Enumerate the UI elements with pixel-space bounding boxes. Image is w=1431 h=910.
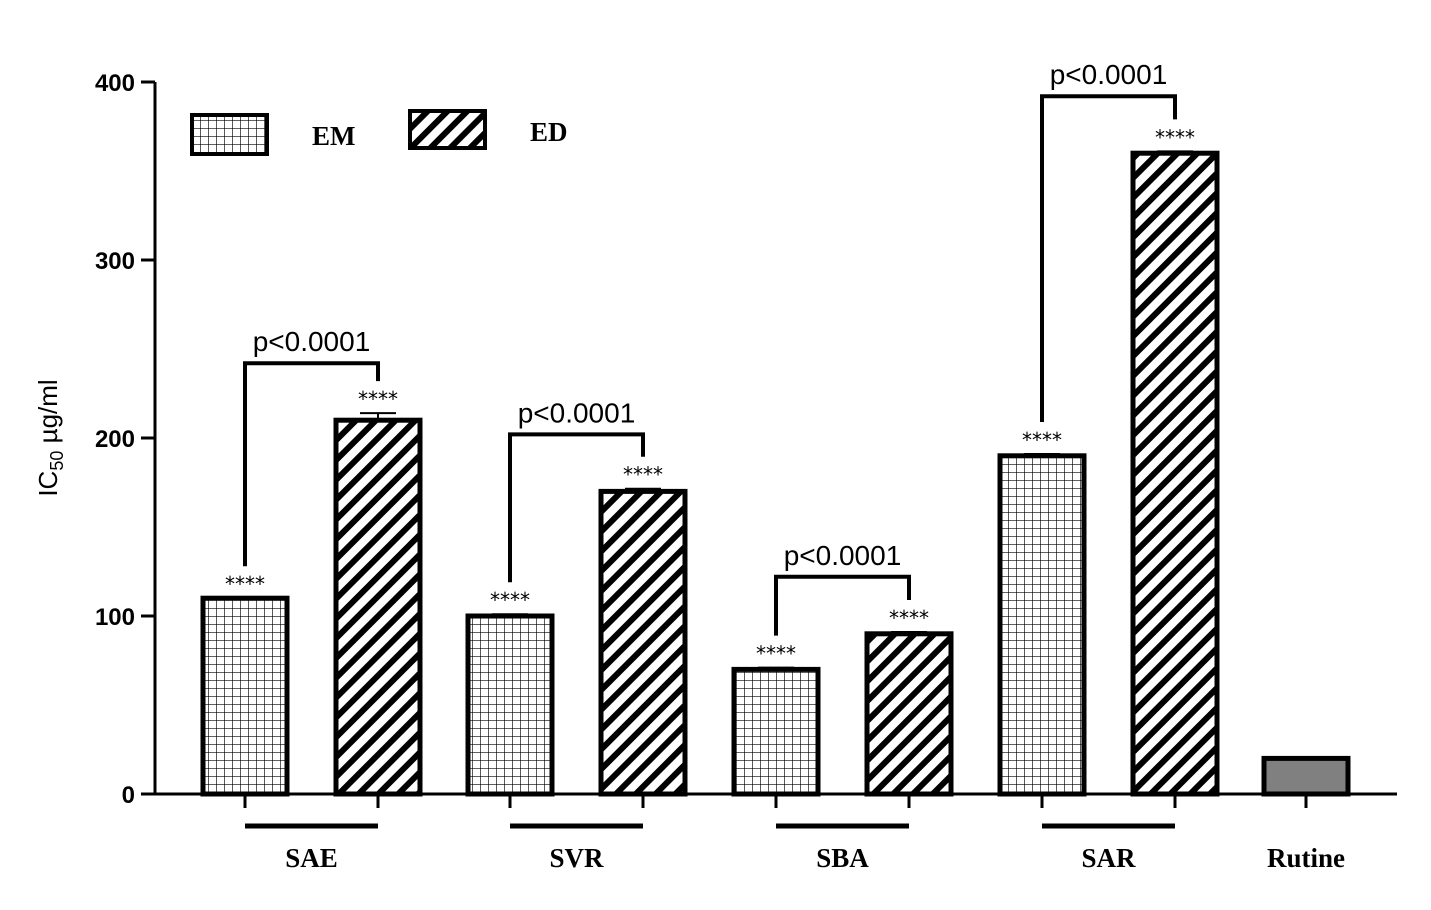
significance-stars: **** bbox=[225, 572, 265, 596]
legend-label-em: EM bbox=[312, 121, 356, 151]
y-tick-label: 200 bbox=[95, 426, 135, 453]
y-tick-label: 300 bbox=[95, 248, 135, 275]
significance-stars: **** bbox=[358, 387, 398, 411]
bar-sar-em bbox=[997, 453, 1087, 797]
legend: EM ED bbox=[190, 109, 568, 156]
group-label-sae: SAE bbox=[285, 843, 338, 873]
significance-stars: **** bbox=[623, 463, 663, 487]
significance-stars: **** bbox=[756, 642, 796, 666]
significance-stars: **** bbox=[490, 588, 530, 612]
legend-label-ed: ED bbox=[530, 117, 568, 147]
bar-svr-ed bbox=[598, 488, 688, 797]
significance-stars: **** bbox=[1155, 125, 1195, 149]
p-value-label: p<0.0001 bbox=[253, 326, 371, 357]
significance-bracket bbox=[508, 432, 645, 583]
bars bbox=[200, 150, 1351, 797]
significance-stars: **** bbox=[1022, 428, 1062, 452]
significance-stars: **** bbox=[889, 606, 929, 630]
annotations: **** **** p<0.0001 **** **** p<0.0001 **** ****… bbox=[225, 59, 1195, 665]
y-tick-label: 400 bbox=[95, 70, 135, 97]
bar-sba-em bbox=[731, 666, 821, 797]
legend-swatch-em bbox=[190, 113, 269, 156]
group-label-sba: SBA bbox=[816, 843, 869, 873]
bar-rutine-rutine bbox=[1261, 755, 1351, 797]
legend-swatch-ed bbox=[408, 109, 487, 150]
bar-sba-ed bbox=[864, 631, 954, 797]
bar-sar-ed bbox=[1130, 150, 1220, 797]
group-label-rutine: Rutine bbox=[1267, 843, 1345, 873]
significance-bracket bbox=[1040, 94, 1177, 423]
bar-svr-em bbox=[465, 613, 555, 797]
group-label-sar: SAR bbox=[1081, 843, 1136, 873]
group-label-svr: SVR bbox=[549, 843, 604, 873]
p-value-label: p<0.0001 bbox=[1050, 59, 1168, 90]
axes: 0 100 200 300 400 SAE SVR SBA SAR Rutine bbox=[95, 70, 1397, 873]
significance-bracket bbox=[774, 574, 911, 636]
y-tick-label: 100 bbox=[95, 604, 135, 631]
y-tick-label: 0 bbox=[122, 782, 135, 809]
bar-sae-em bbox=[200, 595, 290, 797]
bar-sae-ed bbox=[333, 417, 423, 797]
p-value-label: p<0.0001 bbox=[784, 540, 902, 571]
significance-bracket bbox=[243, 361, 380, 567]
y-axis-label: IC50 µg/ml bbox=[33, 379, 67, 496]
p-value-label: p<0.0001 bbox=[518, 397, 636, 428]
